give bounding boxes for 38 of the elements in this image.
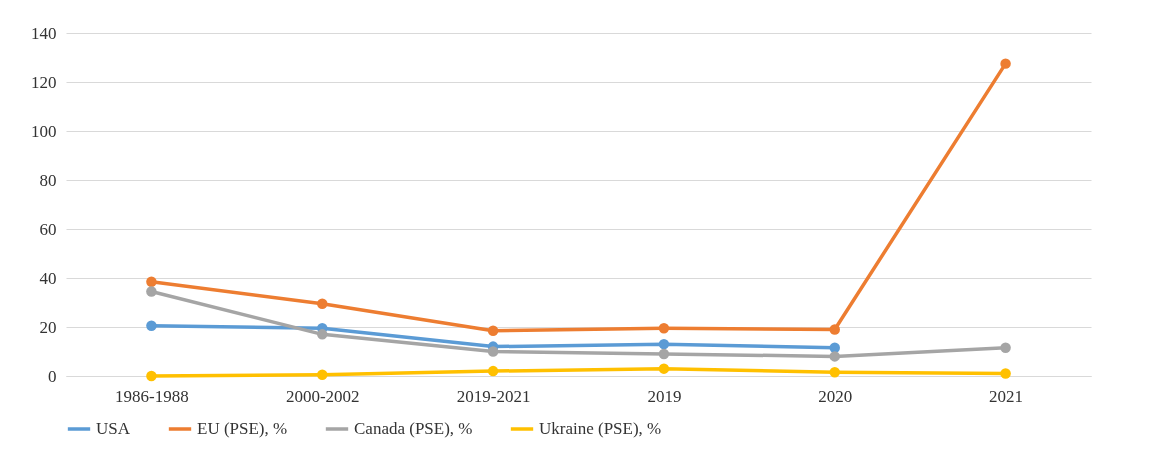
legend-label: Canada (PSE), %	[354, 419, 473, 438]
legend-label: Ukraine (PSE), %	[539, 419, 662, 438]
point	[658, 348, 670, 360]
point	[829, 367, 840, 378]
point	[658, 363, 670, 374]
y-tick-label: 80	[39, 170, 57, 190]
x-tick-label: 2000-2002	[285, 386, 360, 406]
y-tick-label: 20	[39, 317, 57, 337]
point	[487, 365, 499, 377]
point	[658, 322, 670, 334]
x-tick-label: 2019-2021	[456, 386, 531, 406]
point	[317, 369, 328, 381]
point	[146, 286, 157, 297]
point	[829, 351, 840, 362]
legend-label: EU (PSE), %	[197, 419, 288, 438]
y-tick-label: 120	[31, 72, 57, 92]
point	[658, 338, 670, 350]
point	[829, 324, 840, 335]
point	[146, 320, 157, 332]
point	[487, 346, 499, 357]
point	[1000, 368, 1011, 379]
y-tick-label: 140	[31, 23, 57, 43]
point	[487, 325, 499, 336]
point	[1000, 58, 1011, 69]
x-tick-label: 1986-1988	[115, 386, 189, 406]
point	[1000, 342, 1011, 354]
y-tick-label: 0	[48, 366, 57, 386]
point	[317, 329, 328, 340]
x-tick-label: 2021	[989, 386, 1024, 406]
y-tick-label: 60	[39, 219, 57, 239]
y-tick-label: 100	[31, 121, 57, 141]
x-tick-label: 2019	[647, 386, 682, 406]
point	[317, 298, 328, 309]
x-tick-label: 2020	[818, 386, 853, 406]
y-tick-label: 40	[39, 268, 57, 288]
point	[146, 276, 157, 287]
legend-label: USA	[96, 419, 131, 438]
point	[146, 370, 157, 382]
